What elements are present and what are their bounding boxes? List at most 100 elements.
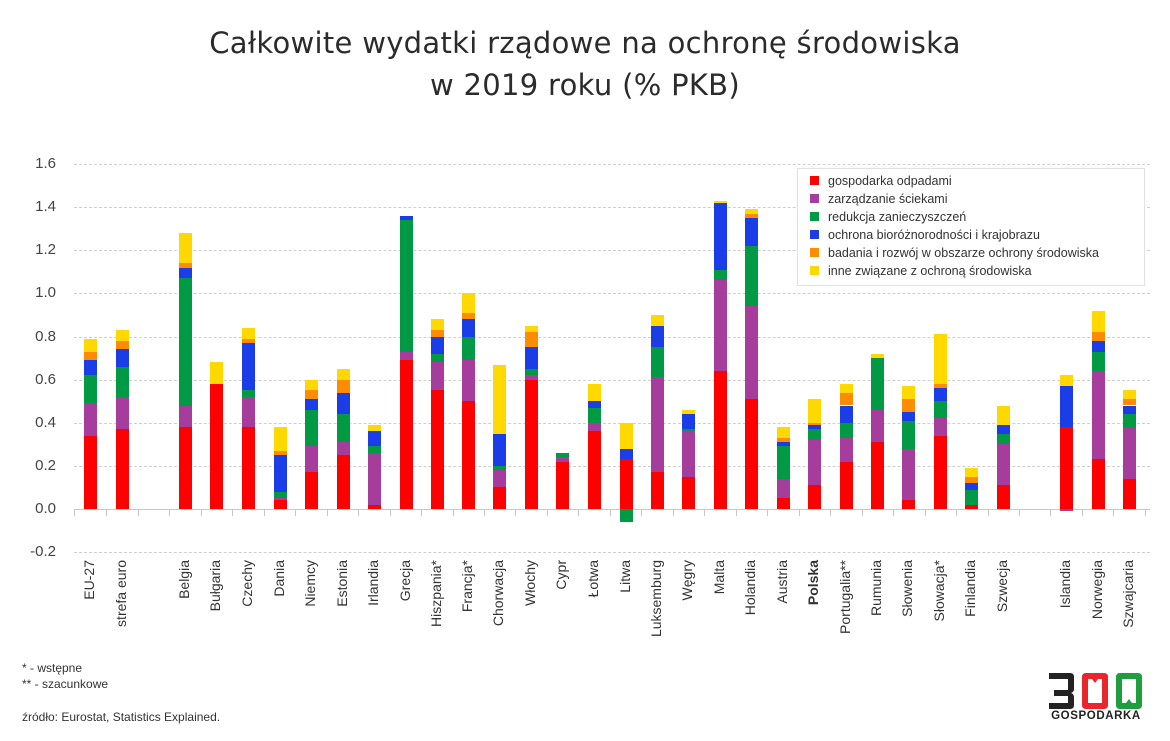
bar-segment [241, 338, 255, 343]
x-axis-tick [201, 509, 202, 516]
bar-segment [964, 489, 978, 505]
bar-segment [336, 414, 350, 443]
x-axis-tick [390, 509, 391, 516]
bar-segment [807, 440, 821, 486]
bar-segment [996, 424, 1010, 434]
legend-swatch-icon [810, 230, 819, 240]
bar-segment [1122, 405, 1136, 415]
x-category-label: Irlandia [365, 560, 381, 606]
bar-segment [776, 498, 790, 509]
bar-segment [178, 233, 192, 264]
x-axis-tick [610, 509, 611, 516]
x-category-label: Węgry [679, 560, 695, 601]
bar-segment [1059, 427, 1073, 509]
x-axis-tick [232, 509, 233, 516]
bar-segment [461, 401, 475, 509]
bar-segment [650, 314, 664, 326]
bar-segment [744, 213, 758, 218]
x-axis-tick [1019, 509, 1020, 516]
bar-segment [807, 422, 821, 425]
legend-swatch-icon [810, 176, 819, 186]
x-axis-tick [736, 509, 737, 516]
bar-segment [241, 390, 255, 397]
bar-segment [650, 347, 664, 378]
x-axis-tick [453, 509, 454, 516]
x-category-label: Słowenia [899, 560, 915, 617]
gridline [74, 466, 1150, 467]
bar-segment [524, 368, 538, 376]
bar-segment [367, 452, 381, 505]
bar-segment [430, 336, 444, 354]
bar-segment [115, 396, 129, 430]
bar-segment [933, 383, 947, 389]
bar-segment [839, 422, 853, 438]
bar-segment [839, 392, 853, 406]
chart-legend: gospodarka odpadami zarządzanie ściekami r… [797, 168, 1145, 286]
bar-segment [461, 360, 475, 402]
bar-segment [587, 431, 601, 509]
legend-label: gospodarka odpadami [828, 174, 952, 188]
x-axis-tick [327, 509, 328, 516]
x-category-label: Holandia [742, 560, 758, 616]
bar-segment [304, 409, 318, 447]
bar-segment [933, 435, 947, 509]
bar-segment [964, 504, 978, 509]
x-axis-tick [1113, 509, 1114, 516]
bar-segment [83, 351, 97, 361]
bar-segment [996, 405, 1010, 425]
y-tick-label: 1.0 [35, 284, 56, 302]
bar-segment [619, 459, 633, 509]
bar-segment [367, 504, 381, 509]
bar-segment [713, 200, 727, 203]
x-axis-tick [74, 509, 75, 516]
x-category-label: Szwajcaria [1120, 560, 1136, 628]
x-axis-tick [106, 509, 107, 516]
bar-segment [178, 427, 192, 509]
bar-segment [619, 509, 633, 522]
legend-swatch-icon [810, 248, 819, 258]
x-category-label: Szwecja [994, 560, 1010, 613]
bar-segment [776, 437, 790, 443]
x-axis-tick [578, 509, 579, 516]
bar-segment [901, 411, 915, 421]
y-tick-label: 0.8 [35, 327, 56, 345]
x-category-label: Austria [774, 560, 790, 604]
x-category-label: Malta [711, 560, 727, 595]
bar-segment [178, 263, 192, 268]
x-axis-tick [1050, 509, 1051, 516]
bar-segment [430, 330, 444, 337]
x-category-label: Francja* [459, 560, 475, 613]
bar-segment [807, 424, 821, 430]
bar-segment [115, 340, 129, 350]
bar-segment [461, 319, 475, 337]
x-category-label: Islandia [1057, 560, 1073, 609]
bar-segment [901, 448, 915, 501]
bar-segment [273, 500, 287, 509]
bar-segment [587, 383, 601, 402]
bar-segment [870, 358, 884, 410]
x-axis-tick [484, 509, 485, 516]
x-axis-tick [641, 509, 642, 516]
legend-item: gospodarka odpadami [810, 173, 952, 190]
bar-segment [555, 452, 569, 458]
bar-segment [555, 457, 569, 462]
bar-segment [1091, 459, 1105, 509]
bar-segment [336, 455, 350, 509]
x-axis-tick [358, 509, 359, 516]
bar-segment [367, 424, 381, 432]
x-category-label: EU-27 [81, 560, 97, 600]
x-axis-tick [988, 509, 989, 516]
x-axis-tick [138, 509, 139, 516]
bar-segment [178, 267, 192, 279]
x-axis-tick [421, 509, 422, 516]
bar-segment [430, 362, 444, 391]
bar-segment [681, 431, 695, 477]
chart-title: Całkowite wydatki rządowe na ochronę śro… [0, 22, 1170, 106]
bar-segment [996, 444, 1010, 486]
bar-segment [870, 409, 884, 443]
gridline [74, 207, 1150, 208]
y-tick-label: 0.0 [35, 500, 56, 517]
x-category-label: Chorwacja [490, 560, 506, 627]
bar-segment [776, 478, 790, 499]
bar-segment [555, 461, 569, 509]
